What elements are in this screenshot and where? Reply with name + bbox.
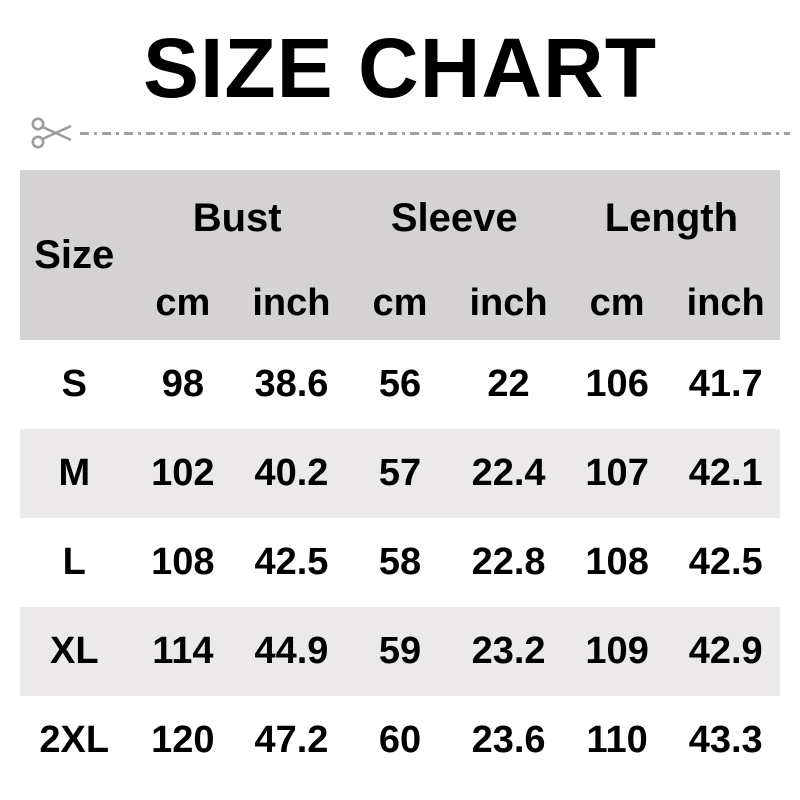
cell-length-inch: 42.5 [688, 541, 763, 583]
cell-size: S [61, 363, 87, 405]
unit-header-bust-inch: inch [252, 281, 331, 324]
cell-bust-cm: 120 [151, 719, 215, 761]
unit-header-length-cm: cm [589, 281, 645, 324]
cell-sleeve-cm: 57 [378, 452, 422, 494]
cell-bust-inch: 42.5 [254, 541, 329, 583]
cell-bust-inch: 44.9 [254, 630, 329, 672]
cell-bust-inch: 47.2 [254, 719, 329, 761]
cell-length-cm: 107 [585, 452, 649, 494]
dashed-cut-line [80, 132, 790, 135]
cell-bust-cm: 98 [161, 363, 204, 405]
cell-sleeve-inch: 23.2 [471, 630, 546, 672]
cell-size: L [62, 541, 86, 583]
unit-header-length-inch: inch [686, 281, 765, 324]
table-row-2xl: 2XL 120 47.2 60 23.6 110 43.3 [20, 696, 780, 785]
cell-bust-inch: 40.2 [254, 452, 329, 494]
cell-sleeve-inch: 22.4 [471, 452, 546, 494]
cell-length-inch: 42.1 [688, 452, 763, 494]
cell-bust-inch: 38.6 [254, 363, 329, 405]
scissors-icon [31, 117, 72, 149]
table-row-xl: XL 114 44.9 59 23.2 109 42.9 [20, 607, 780, 696]
unit-header-bust-cm: cm [155, 281, 211, 324]
cell-size: 2XL [39, 719, 110, 761]
cell-sleeve-cm: 59 [378, 630, 422, 672]
cell-sleeve-cm: 60 [378, 719, 422, 761]
cell-length-cm: 106 [585, 363, 649, 405]
cell-bust-cm: 108 [151, 541, 215, 583]
table-row-l: L 108 42.5 58 22.8 108 42.5 [20, 518, 780, 607]
table-row-s: S 98 38.6 56 22 106 41.7 [20, 340, 780, 429]
group-header-length: Length [604, 195, 739, 240]
table-row-m: M 102 40.2 57 22.4 107 42.1 [20, 429, 780, 518]
cell-sleeve-inch: 22 [487, 363, 530, 405]
cell-sleeve-cm: 56 [378, 363, 422, 405]
cell-bust-cm: 114 [152, 630, 214, 672]
table-header: Size Bust Sleeve Length cm inch cm inch … [20, 170, 780, 340]
cell-size: XL [50, 630, 99, 672]
cell-sleeve-inch: 23.6 [471, 719, 546, 761]
cell-length-inch: 43.3 [688, 719, 763, 761]
cell-length-inch: 42.9 [688, 630, 763, 672]
cell-sleeve-inch: 22.8 [471, 541, 546, 583]
page-title: SIZE CHART [143, 21, 657, 115]
size-column-header: Size [34, 232, 115, 277]
group-header-bust: Bust [192, 195, 282, 240]
unit-header-sleeve-cm: cm [372, 281, 428, 324]
group-header-sleeve: Sleeve [390, 195, 518, 240]
cut-line [30, 113, 790, 153]
unit-header-sleeve-inch: inch [469, 281, 548, 324]
cell-length-cm: 110 [586, 719, 648, 761]
cell-sleeve-cm: 58 [378, 541, 422, 583]
cell-length-cm: 109 [585, 630, 649, 672]
cell-length-cm: 108 [585, 541, 649, 583]
cell-length-inch: 41.7 [688, 363, 763, 405]
cell-size: M [58, 452, 91, 494]
cell-bust-cm: 102 [151, 452, 215, 494]
size-table: Size Bust Sleeve Length cm inch cm inch … [20, 170, 780, 785]
